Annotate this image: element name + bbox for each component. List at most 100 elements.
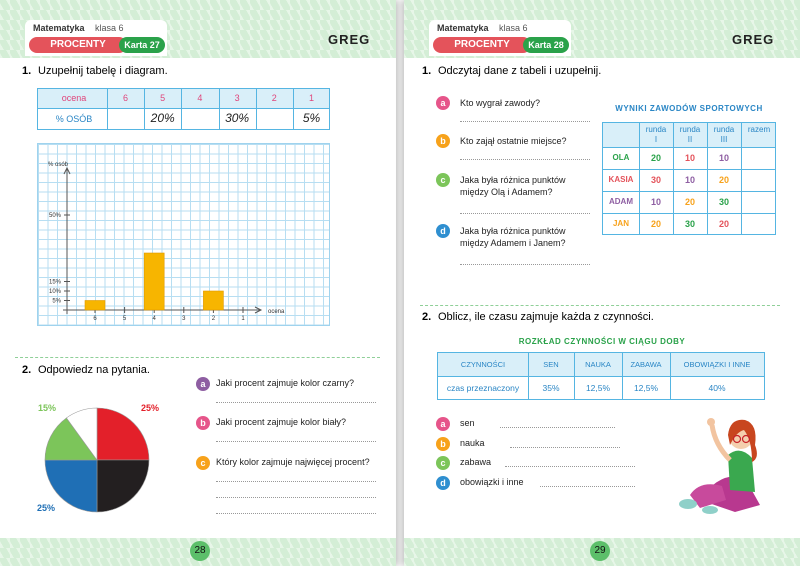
table-frame — [37, 88, 330, 130]
subject: Matematyka — [437, 23, 489, 33]
y-axis-arrow — [63, 166, 71, 175]
answer-line — [216, 441, 376, 442]
table-header-bg — [603, 123, 775, 147]
bar — [84, 300, 106, 311]
task-instruction: Odpowiedz na pytania. — [38, 364, 150, 376]
column-header: ZABAWA — [630, 360, 662, 369]
question: Jaka była różnica punktów między Olą i A… — [460, 175, 566, 197]
table-header-bg — [438, 353, 764, 376]
grade-cell: 6 — [122, 93, 128, 103]
y-tick-label: 15% — [49, 280, 62, 286]
card: Karta 28 — [523, 37, 569, 53]
table-title: ROZKŁAD CZYNNOŚCI W CIĄGU DOBY — [518, 337, 686, 346]
grade-cell: 5 — [160, 93, 166, 103]
cell: 12,5% — [633, 383, 659, 393]
row-line — [603, 147, 775, 148]
column-header: OBOWIĄZKI I INNE — [683, 360, 751, 369]
answer-line — [216, 481, 376, 482]
cell: 35% — [542, 383, 560, 393]
x-tick-label: 1 — [241, 316, 245, 322]
answer-label: sen — [460, 418, 475, 428]
illustration — [690, 484, 726, 508]
answer-label: nauka — [460, 437, 485, 448]
page-number: 28 — [190, 541, 210, 561]
row-name: OLA — [612, 153, 630, 162]
score: 10 — [718, 153, 729, 163]
score: 20 — [650, 153, 661, 163]
row-name: ADAM — [609, 197, 633, 206]
answer-line — [460, 264, 590, 265]
illustration — [709, 424, 732, 462]
task-instruction: Odczytaj dane z tabeli i uzupełnij. — [438, 65, 602, 77]
table-title: WYNIKI ZAWODÓW SPORTOWYCH — [615, 104, 763, 113]
column-header: runda I — [645, 125, 667, 144]
row-name: JAN — [612, 219, 629, 228]
badge: b — [436, 436, 450, 451]
logo: GREG — [328, 32, 371, 47]
answer-line — [460, 159, 590, 160]
pie-slice — [66, 407, 98, 461]
y-axis-label: % osób — [48, 162, 69, 168]
score: 10 — [684, 175, 695, 185]
badge: c — [436, 456, 450, 470]
illustration — [707, 418, 715, 426]
illustration — [679, 499, 697, 509]
score: 30 — [684, 219, 695, 229]
col-line — [574, 353, 575, 399]
answer-line — [540, 485, 635, 487]
table-frame — [437, 352, 765, 400]
illustration — [728, 419, 757, 462]
task-number: 2. — [422, 311, 432, 323]
x-tick-label: 3 — [182, 316, 186, 322]
col-line — [218, 89, 220, 129]
topic: PROCENTY — [433, 37, 531, 53]
grade-cell: 3 — [234, 93, 240, 103]
col-line — [741, 123, 742, 234]
answer-line — [510, 446, 620, 448]
grade-cell: 1 — [308, 93, 314, 103]
col-line — [107, 89, 108, 129]
column-header: runda II — [679, 125, 701, 144]
col-line — [639, 123, 640, 234]
badge: b — [436, 134, 450, 148]
column-header: CZYNNOŚCI — [460, 360, 506, 369]
header-box: Matematyka klasa 6 PROCENTY Karta 28 — [429, 20, 571, 56]
pie-label: 15% — [38, 403, 56, 413]
score: 20 — [718, 219, 729, 229]
question: Jaki procent zajmuje kolor czarny? — [216, 378, 355, 388]
row-header: % OSÓB — [55, 114, 93, 124]
col-line — [528, 353, 529, 399]
badge: a — [196, 377, 210, 391]
pie-slice — [44, 459, 98, 513]
answer-label: zabawa — [460, 457, 492, 467]
y-tick-label: 10% — [49, 289, 62, 295]
y-tick-label: 5% — [52, 299, 61, 305]
separator — [420, 305, 780, 306]
pie-label: 25% — [141, 403, 159, 413]
y-tick-label: 50% — [49, 213, 62, 219]
question: Kto wygrał zawody? — [460, 98, 541, 108]
row-line — [38, 108, 329, 109]
pie-slice — [96, 459, 150, 513]
illustration — [702, 506, 718, 514]
score: 20 — [718, 175, 729, 185]
page-number: 29 — [590, 541, 610, 561]
x-tick-label: 5 — [123, 316, 127, 322]
grade-cell: 4 — [197, 93, 203, 103]
badge: c — [196, 456, 210, 470]
pie-slice — [96, 407, 150, 461]
header-box: Matematyka klasa 6 PROCENTY Karta 27 — [25, 20, 167, 56]
badge: a — [436, 417, 450, 431]
row-name: KASIA — [608, 175, 634, 184]
grade: klasa 6 — [95, 23, 124, 33]
x-axis-label: ocena — [268, 309, 285, 315]
x-tick-label: 6 — [93, 316, 97, 322]
answer-line — [460, 121, 590, 122]
badge: d — [436, 224, 450, 238]
bar — [143, 252, 165, 311]
grade-cell: 2 — [271, 93, 277, 103]
bar — [203, 290, 224, 311]
column-header: runda III — [713, 125, 735, 144]
